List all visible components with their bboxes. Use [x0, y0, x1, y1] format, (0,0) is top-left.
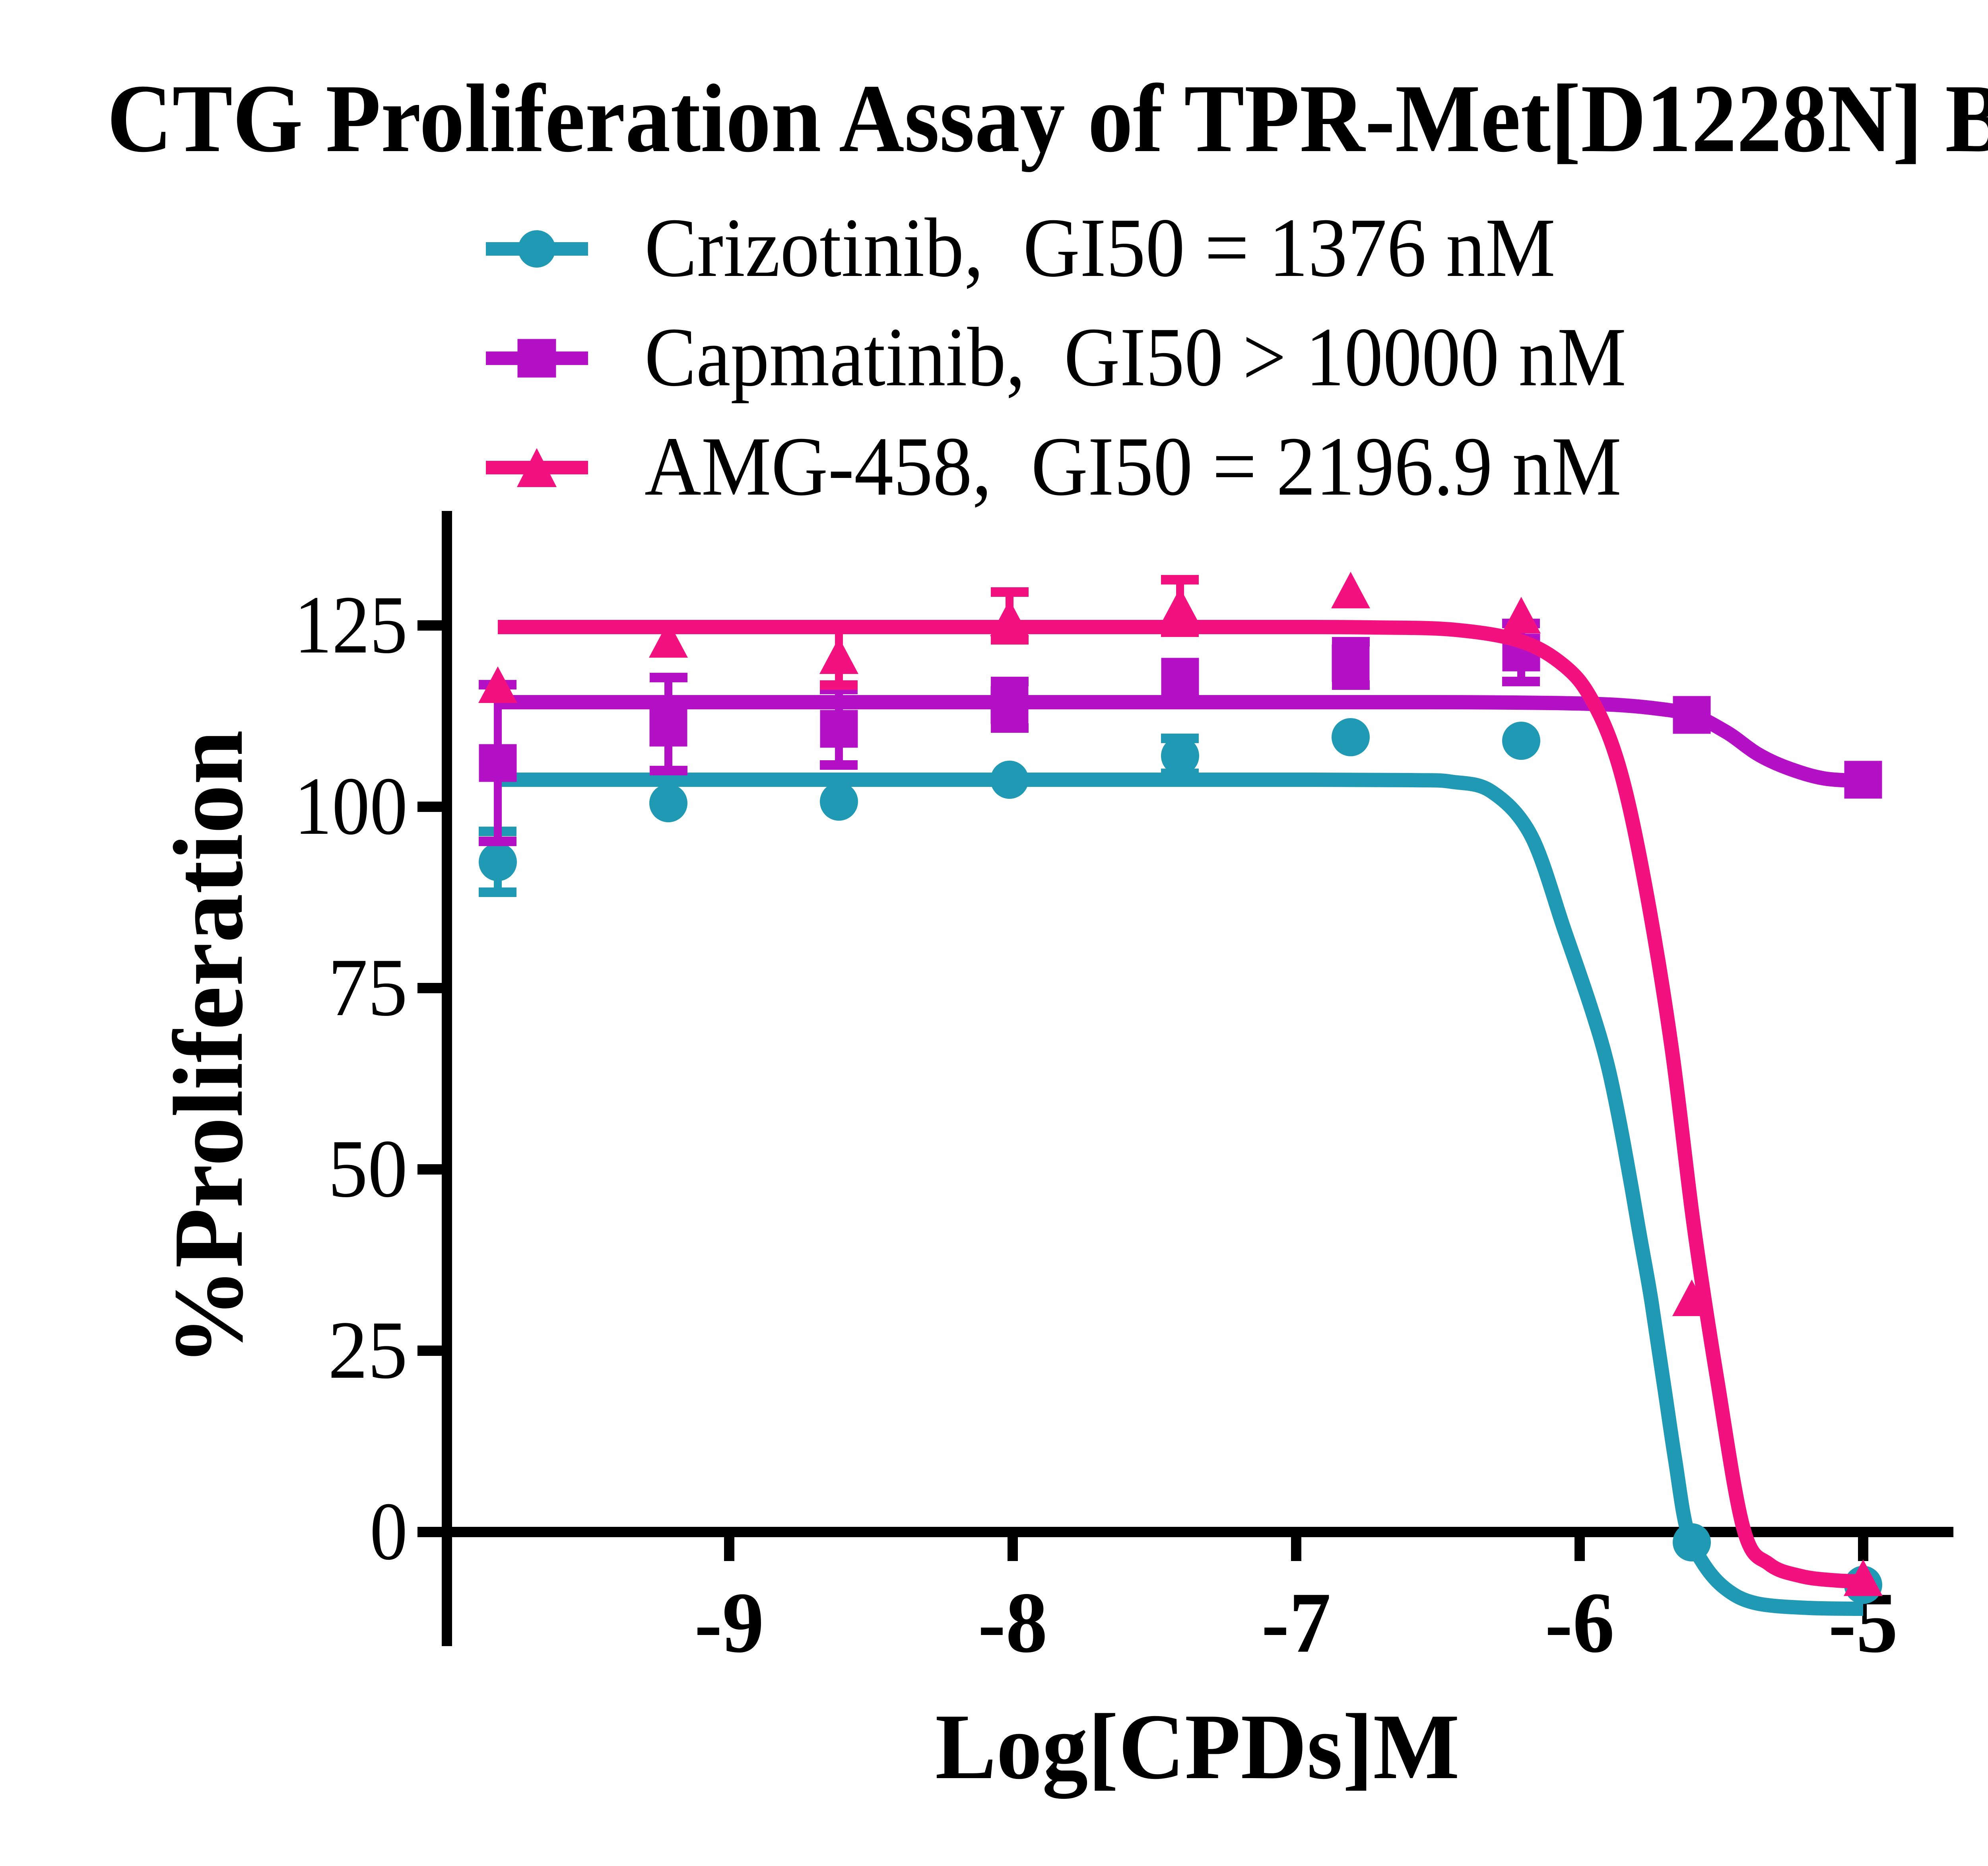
svg-text:-9: -9	[695, 1575, 764, 1671]
svg-text:-8: -8	[978, 1575, 1048, 1671]
svg-text:%Proliferation: %Proliferation	[153, 730, 264, 1366]
svg-text:-7: -7	[1262, 1575, 1331, 1671]
svg-text:Log[CPDs]M: Log[CPDs]M	[935, 1695, 1460, 1799]
svg-text:75: 75	[328, 942, 408, 1033]
svg-text:-6: -6	[1545, 1575, 1615, 1671]
svg-text:Crizotinib, GI50 = 1376 nM: Crizotinib, GI50 = 1376 nM	[645, 201, 1555, 294]
svg-text:50: 50	[328, 1123, 408, 1214]
svg-text:Capmatinib, GI50 > 10000 nM: Capmatinib, GI50 > 10000 nM	[645, 310, 1626, 404]
svg-text:CTG Proliferation Assay of TPR: CTG Proliferation Assay of TPR-Met[D1228…	[107, 64, 1988, 172]
svg-text:0: 0	[370, 1485, 408, 1577]
svg-text:125: 125	[294, 579, 408, 670]
svg-text:100: 100	[294, 760, 408, 852]
svg-text:25: 25	[328, 1304, 408, 1396]
svg-text:AMG-458, GI50 = 2196.9 nM: AMG-458, GI50 = 2196.9 nM	[645, 419, 1621, 513]
